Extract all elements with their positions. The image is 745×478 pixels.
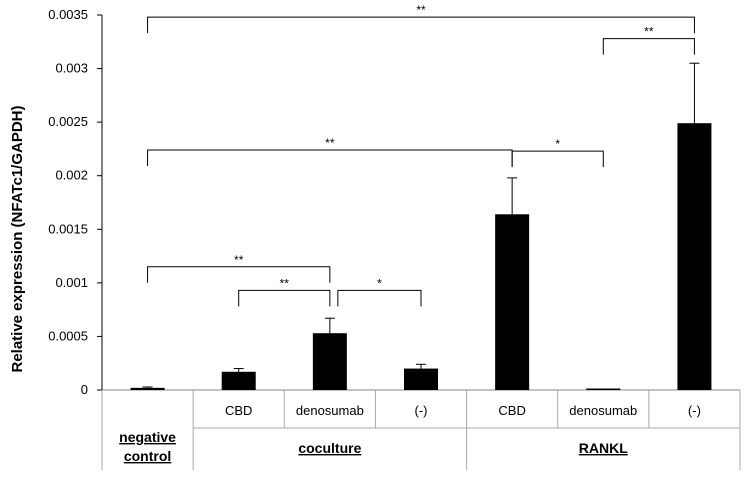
group-label: control	[124, 448, 171, 464]
bar	[221, 371, 256, 390]
category-labels-layer: CBD denosumab (-) CBD denosumab (-) negative co…	[119, 403, 701, 464]
significance-label: *	[377, 276, 382, 290]
significance-bracket	[511, 150, 604, 168]
category-label: CBD	[225, 403, 252, 418]
category-label: CBD	[498, 403, 525, 418]
significance-bracket	[337, 289, 422, 307]
category-label: (-)	[688, 403, 701, 418]
y-tick-label: 0	[81, 382, 88, 397]
axes-layer: 0 0.0005 0.001 0.0015 0.002 0.0025 0.003 0.0035	[48, 7, 741, 470]
bar	[130, 387, 165, 390]
significance-label: **	[280, 276, 290, 290]
y-tick-label: 0.0035	[48, 7, 88, 22]
significance-bracket	[602, 38, 695, 55]
group-label: negative	[119, 429, 176, 445]
significance-label: *	[555, 137, 560, 151]
y-axis-label: Relative expression (NFATc1/GAPDH)	[9, 105, 26, 372]
significance-layer: ****** ***** *	[147, 3, 695, 307]
significance-label: **	[416, 3, 426, 17]
bar	[677, 123, 712, 390]
y-tick-label: 0.003	[55, 61, 88, 76]
significance-bracket	[147, 16, 695, 34]
significance-bracket	[147, 149, 513, 166]
significance-bracket	[238, 289, 331, 307]
group-label: RANKL	[579, 440, 628, 456]
category-label: denosumab	[296, 403, 364, 418]
y-tick-label: 0.001	[55, 275, 88, 290]
category-label: denosumab	[569, 403, 637, 418]
bars-layer	[130, 62, 712, 390]
significance-label: **	[234, 253, 244, 267]
significance-bracket	[147, 266, 331, 283]
significance-label: **	[644, 25, 654, 39]
y-tick-label: 0.0015	[48, 221, 88, 236]
group-label: coculture	[298, 440, 361, 456]
y-tick-label: 0.0005	[48, 328, 88, 343]
y-tick-label: 0.0025	[48, 114, 88, 129]
significance-label: **	[325, 136, 335, 150]
bar	[404, 368, 438, 390]
y-tick-label: 0.002	[55, 168, 88, 183]
category-label: (-)	[415, 403, 428, 418]
bar	[495, 214, 530, 390]
bar	[312, 333, 347, 390]
